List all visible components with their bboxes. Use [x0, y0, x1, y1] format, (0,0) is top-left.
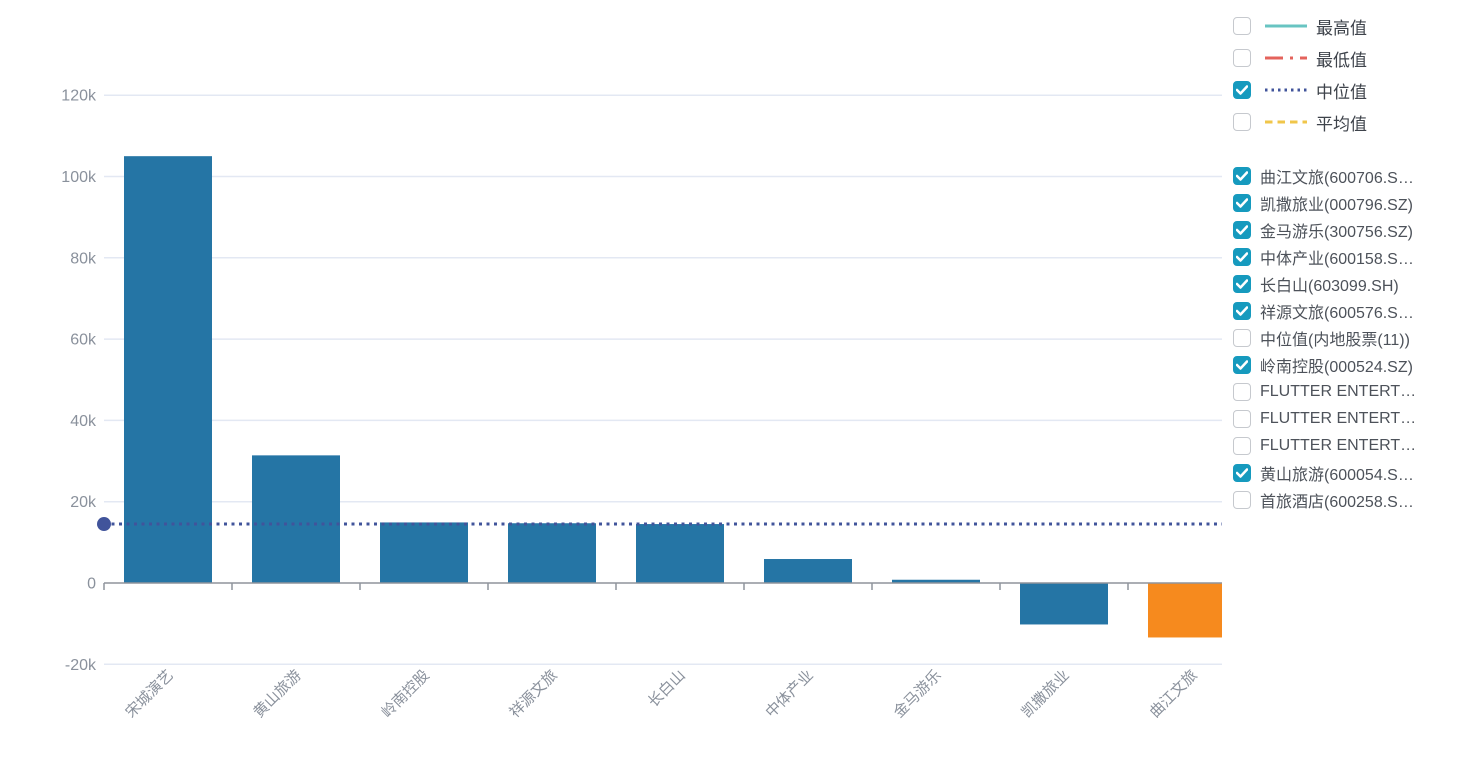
legend-item-label: 最低值 — [1316, 50, 1367, 70]
check-icon — [1236, 278, 1248, 289]
line-style-swatch — [1265, 56, 1307, 60]
check-icon — [1236, 85, 1248, 95]
checkbox[interactable] — [1233, 220, 1251, 239]
checkbox[interactable] — [1233, 490, 1251, 509]
series-list: 曲江文旅(600706.S… 凯撒旅业(000796.SZ) 金马游乐(3007… — [1233, 162, 1477, 513]
checkbox[interactable] — [1233, 382, 1251, 401]
y-axis-tick-label: 100k — [61, 169, 97, 186]
series-item-label: 中位值(内地股票(11)) — [1260, 331, 1410, 349]
legend-item[interactable]: 最低值 — [1233, 42, 1477, 74]
check-icon — [1236, 467, 1248, 478]
y-axis-tick-label: 120k — [61, 88, 97, 105]
checkbox[interactable] — [1233, 17, 1251, 35]
bar-曲江文旅[interactable] — [1148, 583, 1222, 638]
stat-legend: 最高值 最低值 中位值 平均值 — [1233, 0, 1477, 138]
check-icon — [1236, 251, 1248, 262]
series-item-label: 金马游乐(300756.SZ) — [1260, 223, 1413, 241]
series-list-item[interactable]: 长白山(603099.SH) — [1233, 270, 1477, 297]
series-list-item[interactable]: 中位值(内地股票(11)) — [1233, 324, 1477, 351]
check-icon — [1236, 224, 1248, 235]
series-item-label: 中体产业(600158.S… — [1260, 250, 1414, 268]
bar-黄山旅游[interactable] — [252, 455, 340, 583]
series-list-item[interactable]: FLUTTER ENTERT… — [1233, 432, 1477, 459]
checkbox[interactable] — [1233, 113, 1251, 131]
checkbox[interactable] — [1233, 328, 1251, 347]
series-list-item[interactable]: 曲江文旅(600706.S… — [1233, 162, 1477, 189]
x-axis-category-label: 曲江文旅 — [1146, 667, 1200, 721]
bar-长白山[interactable] — [636, 524, 724, 583]
checkbox[interactable] — [1233, 81, 1251, 99]
y-axis-tick-label: 40k — [70, 413, 97, 430]
series-list-item[interactable]: 凯撒旅业(000796.SZ) — [1233, 189, 1477, 216]
y-axis-tick-label: 80k — [70, 250, 97, 267]
series-item-label: 祥源文旅(600576.S… — [1260, 304, 1414, 322]
bar-中体产业[interactable] — [764, 559, 852, 583]
checkbox[interactable] — [1233, 274, 1251, 293]
x-axis-category-label: 凯撒旅业 — [1018, 667, 1072, 721]
x-axis-category-label: 中体产业 — [762, 667, 816, 721]
x-axis-category-label: 长白山 — [645, 667, 689, 711]
series-list-item[interactable]: 金马游乐(300756.SZ) — [1233, 216, 1477, 243]
bar-祥源文旅[interactable] — [508, 523, 596, 583]
x-axis-category-label: 祥源文旅 — [506, 667, 560, 721]
legend-item-label: 平均值 — [1316, 114, 1367, 134]
checkbox[interactable] — [1233, 49, 1251, 67]
bar-岭南控股[interactable] — [380, 522, 468, 583]
series-list-item[interactable]: FLUTTER ENTERT… — [1233, 378, 1477, 405]
legend-item[interactable]: 中位值 — [1233, 74, 1477, 106]
legend-item-label: 中位值 — [1316, 82, 1367, 102]
legend-item-label: 最高值 — [1316, 18, 1367, 38]
series-item-label: 首旅酒店(600258.S… — [1260, 493, 1414, 511]
y-axis-tick-label: -20k — [65, 657, 97, 674]
legend-item[interactable]: 最高值 — [1233, 10, 1477, 42]
series-list-item[interactable]: 中体产业(600158.S… — [1233, 243, 1477, 270]
bar-宋城演艺[interactable] — [124, 156, 212, 584]
line-style-swatch — [1265, 88, 1307, 92]
series-list-item[interactable]: 祥源文旅(600576.S… — [1233, 297, 1477, 324]
line-style-swatch — [1265, 24, 1307, 28]
bar-chart: -20k 0 20k 40k 60k 80k 100k 120k 宋城演艺 黄山旅游 岭南控股 祥源文… — [61, 88, 1222, 721]
series-item-label: 岭南控股(000524.SZ) — [1260, 358, 1413, 376]
series-item-label: 黄山旅游(600054.S… — [1260, 466, 1414, 484]
check-icon — [1236, 197, 1248, 208]
series-item-label: 曲江文旅(600706.S… — [1260, 169, 1414, 187]
check-icon — [1236, 305, 1248, 316]
line-style-swatch — [1265, 120, 1307, 124]
series-item-label: 凯撒旅业(000796.SZ) — [1260, 196, 1413, 214]
checkbox[interactable] — [1233, 436, 1251, 455]
y-axis-tick-label: 60k — [70, 332, 97, 349]
x-axis-category-label: 宋城演艺 — [122, 667, 176, 721]
x-axis-category-label: 岭南控股 — [378, 667, 432, 721]
x-axis-category-label: 金马游乐 — [890, 667, 944, 721]
median-line-dot[interactable] — [97, 517, 111, 532]
check-icon — [1236, 170, 1248, 181]
series-list-item[interactable]: 岭南控股(000524.SZ) — [1233, 351, 1477, 378]
x-axis-category-label: 黄山旅游 — [250, 667, 304, 721]
bar-凯撒旅业[interactable] — [1020, 583, 1108, 625]
series-list-item[interactable]: 首旅酒店(600258.S… — [1233, 486, 1477, 513]
series-list-item[interactable]: FLUTTER ENTERT… — [1233, 405, 1477, 432]
series-item-label: FLUTTER ENTERT… — [1260, 409, 1417, 427]
series-item-label: FLUTTER ENTERT… — [1260, 436, 1417, 454]
y-axis-tick-label: 20k — [70, 494, 97, 511]
checkbox[interactable] — [1233, 247, 1251, 266]
checkbox[interactable] — [1233, 166, 1251, 185]
checkbox[interactable] — [1233, 409, 1251, 428]
legend-item[interactable]: 平均值 — [1233, 106, 1477, 138]
series-item-label: FLUTTER ENTERT… — [1260, 382, 1417, 400]
checkbox[interactable] — [1233, 355, 1251, 374]
checkbox[interactable] — [1233, 301, 1251, 320]
right-panel: 最高值 最低值 中位值 平均值 曲江文旅(600706.S… 凯撒旅业(0007… — [1233, 0, 1477, 513]
bar-金马游乐[interactable] — [892, 579, 980, 583]
series-item-label: 长白山(603099.SH) — [1260, 277, 1399, 295]
series-list-item[interactable]: 黄山旅游(600054.S… — [1233, 459, 1477, 486]
check-icon — [1236, 359, 1248, 370]
y-axis-tick-label: 0 — [87, 576, 96, 593]
checkbox[interactable] — [1233, 193, 1251, 212]
checkbox[interactable] — [1233, 463, 1251, 482]
